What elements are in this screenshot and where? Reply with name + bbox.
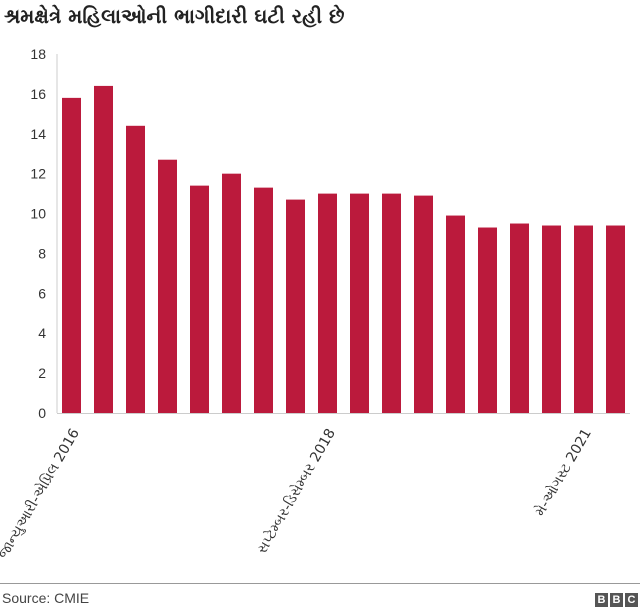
y-tick-label: 4 xyxy=(38,325,46,341)
bar xyxy=(318,193,337,413)
bar xyxy=(254,187,273,413)
bar xyxy=(126,125,145,414)
y-tick-label: 0 xyxy=(38,405,46,421)
bar xyxy=(286,199,305,413)
source-text: Source: CMIE xyxy=(2,590,90,606)
y-tick-label: 12 xyxy=(30,166,46,182)
bar xyxy=(222,173,241,413)
y-tick-label: 6 xyxy=(38,285,46,301)
chart-title: શ્રમક્ષેત્રે મહિલાઓની ભાગીદારી ઘટી રહી છ… xyxy=(4,4,345,28)
bar xyxy=(62,97,81,413)
bar xyxy=(446,215,465,413)
bar-chart: 0 2 4 6 8 10 12 14 16 18 જાન્યુઆરી-એપ્રિલ 2016 સપ્ટ… xyxy=(0,46,630,562)
bar xyxy=(478,227,497,413)
footer-divider xyxy=(0,583,640,584)
x-tick-label: જાન્યુઆરી-એપ્રિલ 2016 xyxy=(0,425,83,561)
bar xyxy=(510,223,529,413)
x-tick-label: મે-ઓગસ્ટ 2021 xyxy=(531,425,595,519)
bar xyxy=(606,225,625,413)
bar xyxy=(158,159,177,413)
y-tick-label: 18 xyxy=(30,46,46,62)
y-tick-label: 2 xyxy=(38,365,46,381)
bar xyxy=(350,193,369,413)
y-tick-label: 14 xyxy=(30,126,46,142)
y-tick-label: 8 xyxy=(38,245,46,261)
bar xyxy=(94,85,113,414)
bar xyxy=(542,225,561,413)
bar xyxy=(574,225,593,413)
bar xyxy=(190,185,209,413)
y-tick-label: 16 xyxy=(30,86,46,102)
x-tick-label: સપ્ટેમ્બર-ડિસેમ્બર 2018 xyxy=(253,425,339,556)
bar xyxy=(414,195,433,413)
y-tick-label: 10 xyxy=(30,206,46,222)
bar xyxy=(382,193,401,413)
